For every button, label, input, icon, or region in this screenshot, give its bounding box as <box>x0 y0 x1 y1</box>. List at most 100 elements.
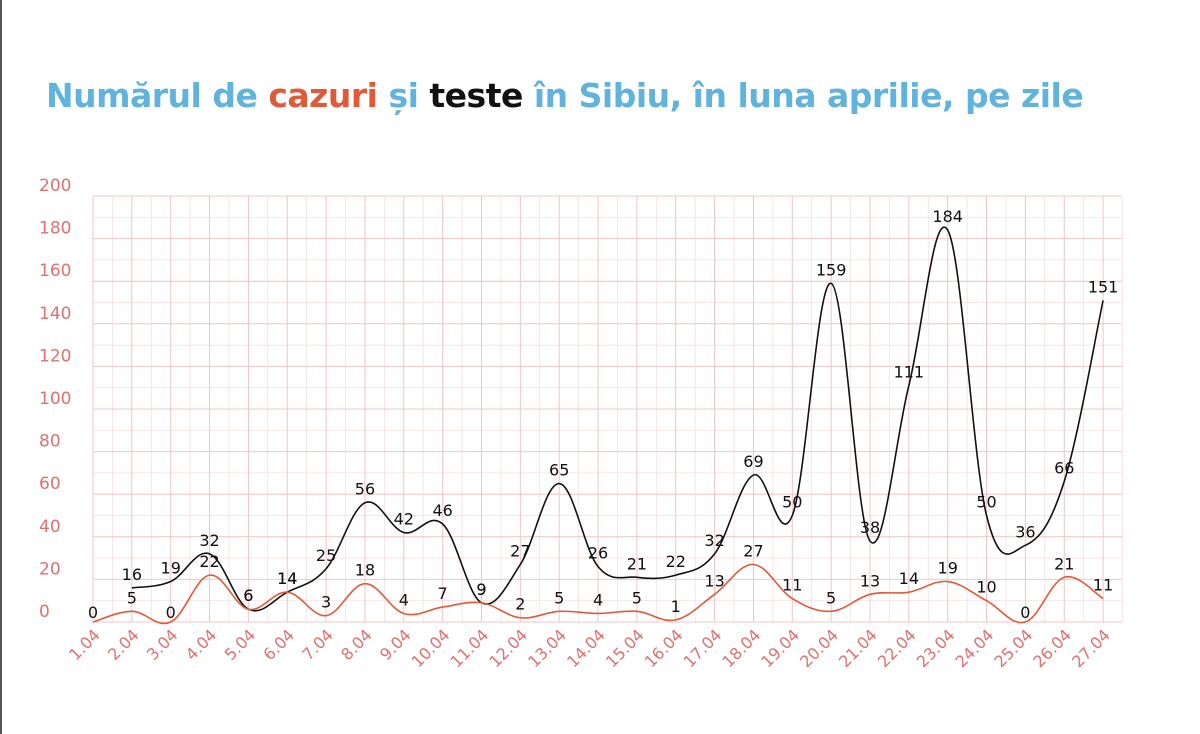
x-tick-label: 7.04 <box>298 625 337 664</box>
data-label-teste: 42 <box>394 510 414 529</box>
data-label-cazuri: 0 <box>1020 603 1030 622</box>
data-label-teste: 25 <box>316 546 336 565</box>
x-tick-label: 5.04 <box>221 625 260 664</box>
data-label-teste: 32 <box>704 531 724 550</box>
data-label-cazuri: 5 <box>632 588 642 607</box>
x-tick-label: 27.04 <box>1068 625 1114 671</box>
data-label-cazuri: 4 <box>399 590 409 609</box>
data-label-cazuri: 22 <box>199 552 219 571</box>
y-tick-label: 20 <box>39 559 61 579</box>
data-label-teste: 50 <box>976 493 996 512</box>
data-label-teste: 26 <box>588 544 608 563</box>
data-label-cazuri: 3 <box>321 593 331 612</box>
title-part-5: în Sibiu, în luna aprilie, pe zile <box>522 76 1084 115</box>
data-label-teste: 56 <box>355 480 375 499</box>
data-label-cazuri: 13 <box>860 571 880 590</box>
data-label-teste: 14 <box>277 569 297 588</box>
x-tick-label: 21.04 <box>835 625 881 671</box>
data-label-teste: 69 <box>743 452 763 471</box>
y-tick-label: 80 <box>39 432 61 452</box>
data-label-teste: 46 <box>432 501 452 520</box>
x-tick-label: 25.04 <box>990 625 1036 671</box>
chart-title: Numărul de cazuri și teste în Sibiu, în … <box>46 76 1084 115</box>
x-tick-label: 24.04 <box>952 625 998 671</box>
data-label-cazuri: 5 <box>826 588 836 607</box>
data-label-cazuri: 14 <box>277 569 297 588</box>
data-label-teste: 22 <box>666 552 686 571</box>
x-tick-label: 11.04 <box>446 625 492 671</box>
x-tick-label: 3.04 <box>143 625 182 664</box>
data-label-cazuri: 27 <box>743 541 763 560</box>
x-tick-label: 8.04 <box>337 625 376 664</box>
data-label-teste: 27 <box>510 541 530 560</box>
x-tick-label: 18.04 <box>718 625 764 671</box>
y-tick-label: 140 <box>39 304 71 324</box>
x-tick-label: 15.04 <box>602 625 648 671</box>
data-label-cazuri: 0 <box>88 603 98 622</box>
data-label-cazuri: 13 <box>704 571 724 590</box>
x-tick-label: 14.04 <box>563 625 609 671</box>
y-tick-label: 0 <box>39 602 50 622</box>
data-label-cazuri: 21 <box>1054 554 1074 573</box>
y-tick-label: 100 <box>39 389 71 409</box>
x-tick-label: 19.04 <box>757 625 803 671</box>
series-line-cazuri <box>92 563 1104 625</box>
data-label-cazuri: 2 <box>515 595 525 614</box>
data-label-teste: 184 <box>932 207 963 226</box>
data-label-teste: 32 <box>199 531 219 550</box>
data-label-teste: 111 <box>894 363 925 382</box>
data-label-cazuri: 14 <box>899 569 919 588</box>
title-tests-word: teste <box>429 76 523 115</box>
title-part-1: Numărul de <box>46 76 269 115</box>
x-tick-label: 17.04 <box>680 625 726 671</box>
data-label-teste: 50 <box>782 493 802 512</box>
x-tick-label: 13.04 <box>524 625 570 671</box>
data-label-teste: 6 <box>243 586 253 605</box>
x-tick-label: 26.04 <box>1029 625 1075 671</box>
x-tick-label: 2.04 <box>104 625 143 664</box>
x-tick-label: 12.04 <box>485 625 531 671</box>
data-label-teste: 65 <box>549 461 569 480</box>
x-tick-label: 10.04 <box>408 625 454 671</box>
x-tick-label: 4.04 <box>182 625 221 664</box>
data-label-cazuri: 7 <box>438 584 448 603</box>
y-tick-label: 160 <box>39 261 71 281</box>
data-label-teste: 9 <box>476 580 486 599</box>
x-tick-label: 23.04 <box>913 625 959 671</box>
data-label-cazuri: 6 <box>243 586 253 605</box>
data-label-teste: 36 <box>1015 522 1035 541</box>
data-label-cazuri: 1 <box>671 597 681 616</box>
y-tick-label: 60 <box>39 474 61 494</box>
data-label-teste: 159 <box>816 260 847 279</box>
data-label-cazuri: 10 <box>976 578 996 597</box>
y-tick-label: 40 <box>39 517 61 537</box>
data-label-cazuri: 4 <box>593 590 603 609</box>
x-tick-label: 20.04 <box>796 625 842 671</box>
series-line-teste <box>131 226 1104 612</box>
title-cases-word: cazuri <box>268 76 378 115</box>
data-label-teste: 151 <box>1088 277 1119 296</box>
data-label-cazuri: 9 <box>476 580 486 599</box>
data-label-teste: 66 <box>1054 458 1074 477</box>
x-tick-label: 1.04 <box>65 625 104 664</box>
left-border <box>0 0 2 734</box>
data-label-teste: 38 <box>860 518 880 537</box>
x-tick-label: 16.04 <box>641 625 687 671</box>
data-label-cazuri: 11 <box>1093 576 1113 595</box>
y-tick-label: 180 <box>39 219 71 239</box>
y-tick-label: 120 <box>39 346 71 366</box>
data-label-cazuri: 5 <box>554 588 564 607</box>
data-label-cazuri: 18 <box>355 561 375 580</box>
title-part-3: și <box>377 76 430 115</box>
x-tick-label: 22.04 <box>874 625 920 671</box>
data-label-cazuri: 11 <box>782 576 802 595</box>
x-tick-label: 6.04 <box>259 625 298 664</box>
data-label-teste: 16 <box>122 565 142 584</box>
data-label-cazuri: 5 <box>127 588 137 607</box>
data-label-cazuri: 19 <box>938 559 958 578</box>
y-tick-label: 200 <box>39 176 71 196</box>
data-label-teste: 19 <box>161 559 181 578</box>
data-label-teste: 21 <box>627 554 647 573</box>
data-label-cazuri: 0 <box>166 603 176 622</box>
